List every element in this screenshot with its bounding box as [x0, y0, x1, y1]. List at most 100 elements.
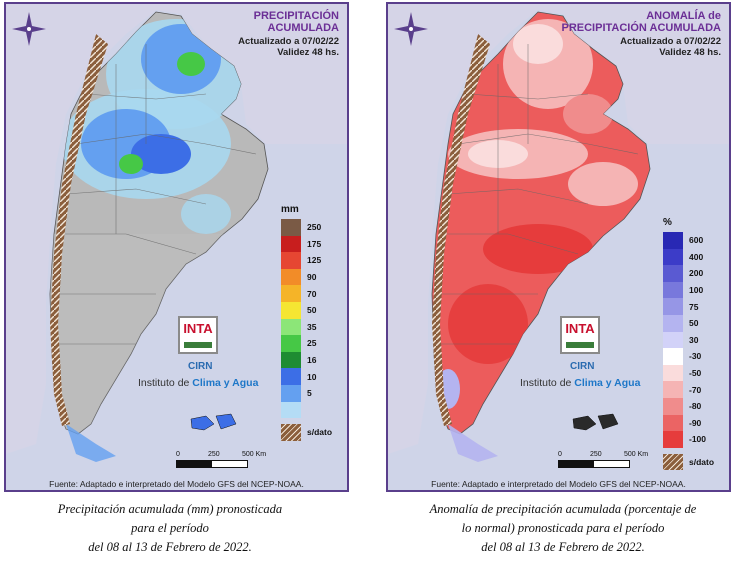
instituto-label: Instituto de Clima y Agua	[520, 377, 640, 389]
legend-row: 70	[281, 285, 332, 302]
legend-row: -50	[663, 364, 714, 382]
legend-label: 90	[307, 272, 317, 283]
legend-swatch	[663, 431, 683, 448]
instituto-prefix: Instituto de	[520, 377, 575, 389]
compass-rose-icon	[12, 12, 46, 51]
instituto-highlight: Clima y Agua	[574, 377, 641, 389]
scale-label-1: 250	[590, 451, 602, 458]
legend-label: 75	[689, 301, 699, 312]
caption-anomaly: Anomalía de precipitación acumulada (por…	[393, 500, 733, 557]
legend-label: 70	[307, 288, 317, 299]
argentina-anomaly-map	[388, 4, 729, 462]
legend-row: 175	[281, 235, 332, 253]
scale-label-2: 500 Km	[242, 451, 267, 458]
legend-label: 175	[307, 238, 322, 249]
legend-row: -100	[663, 431, 714, 448]
inta-logo: INTA	[178, 316, 218, 354]
scale-label-1: 250	[208, 451, 220, 458]
title-line-2: PRECIPITACIÓN ACUMULADA	[561, 22, 722, 34]
inta-logo-text: INTA	[183, 321, 213, 336]
source-note: Fuente: Adaptado e interpretado del Mode…	[49, 479, 304, 489]
legend-row: 30	[663, 331, 714, 349]
title-line-1: PRECIPITACIÓN	[253, 10, 339, 22]
legend-label: 25	[307, 338, 317, 349]
legend-swatch	[281, 368, 301, 385]
legend-swatch	[663, 397, 683, 415]
legend-swatch	[281, 268, 301, 286]
legend-row: 50	[281, 301, 332, 319]
update-info: Actualizado a 07/02/22 Validez 48 hs.	[238, 36, 339, 58]
legend-swatch	[663, 331, 683, 349]
caption-line: Anomalía de precipitación acumulada (por…	[429, 502, 697, 516]
legend-row: 250	[281, 219, 332, 236]
instituto-prefix: Instituto de	[138, 377, 193, 389]
legend-swatch	[281, 219, 301, 236]
caption-precip: Precipitación acumulada (mm) pronosticad…	[0, 500, 340, 557]
legend-label: 125	[307, 255, 322, 266]
map-title: ANOMALÍA de PRECIPITACIÓN ACUMULADA	[562, 10, 722, 34]
legend-swatch	[663, 232, 683, 249]
compass-rose-icon	[394, 12, 428, 51]
legend-row: 100	[663, 281, 714, 299]
legend-swatch	[281, 285, 301, 302]
caption-line: Precipitación acumulada (mm) pronosticad…	[57, 502, 283, 516]
legend-swatch	[281, 424, 301, 441]
caption-line: del 08 al 13 de Febrero de 2022.	[481, 540, 645, 554]
legend-label: 50	[307, 305, 317, 316]
anomaly-legend: % 600 400 200 100 75 50 30 -30 -50 -70 -80 -90 -100 s…	[663, 217, 715, 471]
instituto-label: Instituto de Clima y Agua	[138, 377, 258, 389]
legend-label: s/dato	[689, 457, 715, 468]
legend-row: 25	[281, 335, 332, 352]
legend-swatch	[281, 318, 301, 336]
scale-label-0: 0	[558, 451, 562, 458]
legend-label: 100	[689, 285, 704, 296]
cirn-label: CIRN	[570, 361, 595, 372]
legend-row: 200	[663, 265, 714, 282]
legend-swatch	[663, 281, 683, 299]
updated-date: Actualizado a 07/02/22	[620, 36, 721, 47]
legend-unit: mm	[281, 204, 299, 215]
legend-label: 10	[307, 371, 317, 382]
instituto-highlight: Clima y Agua	[192, 377, 259, 389]
legend-row: 90	[281, 268, 332, 286]
legend-row: 600	[663, 232, 714, 249]
legend-unit: %	[663, 217, 672, 228]
legend-swatch	[663, 314, 683, 332]
legend-row	[281, 401, 332, 419]
legend-swatch	[281, 401, 301, 419]
legend-swatch	[663, 348, 683, 365]
legend-row: s/dato	[663, 453, 715, 471]
validity: Validez 48 hs.	[277, 47, 339, 58]
legend-swatch	[663, 381, 683, 398]
update-info: Actualizado a 07/02/22 Validez 48 hs.	[620, 36, 721, 58]
legend-label: -100	[689, 434, 707, 445]
legend-swatch	[663, 298, 683, 315]
legend-swatch	[281, 335, 301, 352]
cirn-label: CIRN	[188, 361, 213, 372]
anomaly-map-panel: ANOMALÍA de PRECIPITACIÓN ACUMULADA Actu…	[386, 2, 731, 492]
precip-map-panel: PRECIPITACIÓN ACUMULADA Actualizado a 07…	[4, 2, 349, 492]
caption-line: para el período	[131, 521, 209, 535]
legend-row: 10	[281, 368, 332, 385]
legend-label: -80	[689, 401, 702, 412]
scale-label-0: 0	[176, 451, 180, 458]
title-line-1: ANOMALÍA de	[646, 10, 721, 22]
legend-row: -30	[663, 348, 714, 365]
legend-swatch	[663, 414, 683, 432]
legend-row: -70	[663, 381, 714, 398]
caption-line: del 08 al 13 de Febrero de 2022.	[88, 540, 252, 554]
legend-label: 5	[307, 388, 312, 399]
legend-row: 35	[281, 318, 332, 336]
legend-label: 600	[689, 235, 704, 246]
argentina-precip-map	[6, 4, 347, 462]
legend-label: 16	[307, 355, 317, 366]
source-note: Fuente: Adaptado e interpretado del Mode…	[431, 479, 686, 489]
legend-label: -90	[689, 417, 702, 428]
scale-label-2: 500 Km	[624, 451, 649, 458]
legend-row: -90	[663, 414, 714, 432]
validity: Validez 48 hs.	[659, 47, 721, 58]
legend-swatch	[281, 301, 301, 319]
legend-label: 50	[689, 318, 699, 329]
legend-row: s/dato	[281, 424, 332, 441]
caption-line: lo normal) pronosticada para el período	[461, 521, 665, 535]
